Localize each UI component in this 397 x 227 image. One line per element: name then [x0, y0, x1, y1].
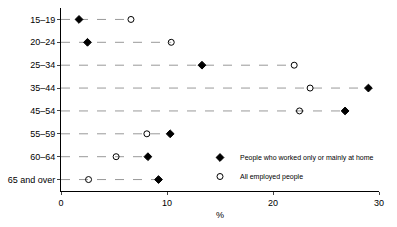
- svg-text:20: 20: [268, 198, 278, 208]
- svg-text:10: 10: [162, 198, 172, 208]
- svg-text:People who worked only or main: People who worked only or mainly at home: [240, 154, 374, 162]
- svg-text:60–64: 60–64: [30, 152, 55, 162]
- svg-text:30: 30: [374, 198, 384, 208]
- svg-text:%: %: [216, 210, 224, 220]
- svg-text:35–44: 35–44: [30, 83, 55, 93]
- svg-text:25–34: 25–34: [30, 60, 55, 70]
- svg-text:All employed people: All employed people: [240, 173, 303, 181]
- svg-text:0: 0: [58, 198, 63, 208]
- svg-text:45–54: 45–54: [30, 106, 55, 116]
- svg-text:55–59: 55–59: [30, 129, 55, 139]
- svg-text:15–19: 15–19: [30, 15, 55, 25]
- svg-text:20–24: 20–24: [30, 37, 55, 47]
- svg-text:65 and over: 65 and over: [8, 175, 56, 185]
